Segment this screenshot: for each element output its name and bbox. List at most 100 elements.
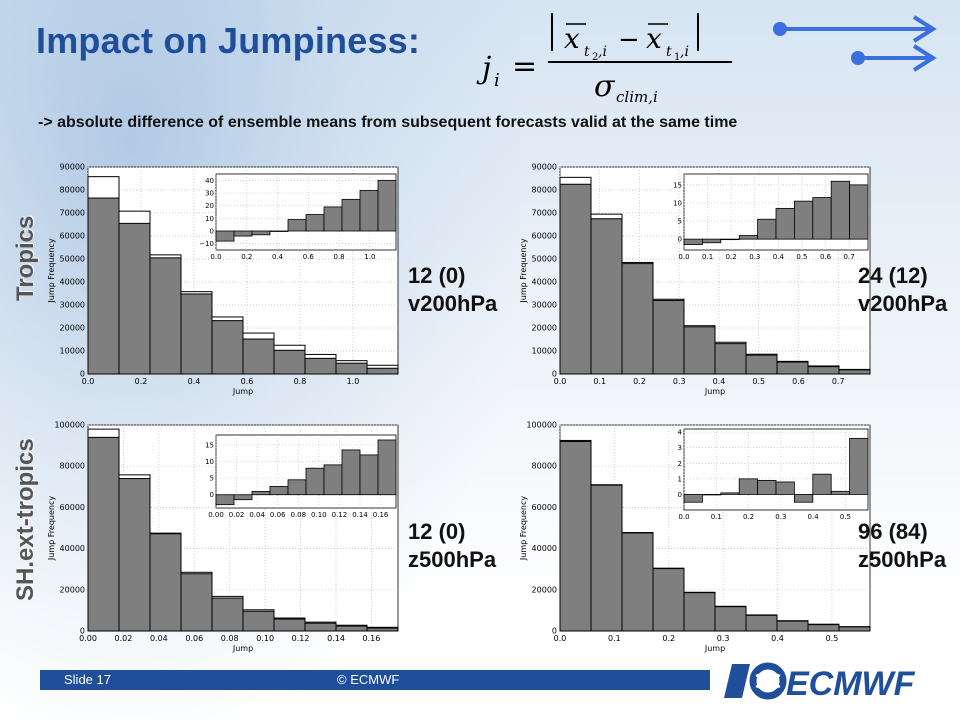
bar bbox=[838, 626, 871, 632]
y-tick-label: 10000 bbox=[60, 347, 85, 356]
annotation-count: 96 (84) bbox=[858, 519, 928, 544]
inset-bar bbox=[287, 219, 307, 232]
bar bbox=[180, 293, 213, 375]
inset-bar bbox=[775, 207, 795, 240]
inset-plot-area bbox=[683, 428, 869, 511]
chart-sh-z500-96: 0 20000 40000 60000 80000 100000 0.0 0.1 0.2 0.3 0… bbox=[512, 415, 882, 665]
copyright: © ECMWF bbox=[337, 672, 400, 687]
y-tick-label: 20000 bbox=[532, 585, 557, 594]
y-tick-label: 0 bbox=[80, 370, 85, 379]
y-tick-label: 40000 bbox=[60, 544, 85, 553]
jump-arrows-icon bbox=[773, 15, 937, 72]
bar bbox=[652, 568, 685, 632]
inset-x-tick-label: 0.5 bbox=[796, 253, 807, 261]
y-tick-label: 60000 bbox=[60, 232, 85, 241]
annotation-panel-1: 12 (0) v200hPa bbox=[408, 262, 497, 318]
inset-x-tick-label: 0.0 bbox=[678, 513, 689, 521]
inset-bar bbox=[812, 197, 832, 240]
svg-text:clim,i: clim,i bbox=[616, 88, 658, 106]
inset-bar bbox=[233, 494, 253, 501]
inset-bar bbox=[812, 473, 832, 495]
inset-x-tick-label: 0.04 bbox=[249, 511, 265, 519]
inset-x-tick-label: 0.2 bbox=[743, 513, 754, 521]
y-tick-label: 60000 bbox=[532, 503, 557, 512]
slide-subtitle: -> absolute difference of ensemble means… bbox=[38, 114, 738, 131]
inset-bar bbox=[830, 490, 851, 495]
inset-x-tick-label: 0.14 bbox=[352, 511, 368, 519]
inset-x-tick-label: 0.5 bbox=[840, 513, 851, 521]
inset-bar bbox=[287, 479, 307, 496]
inset-bar bbox=[269, 230, 289, 232]
x-tick-label: 0.1 bbox=[608, 634, 621, 643]
inset-x-tick-label: 0.0 bbox=[678, 253, 689, 261]
x-tick-label: 0.2 bbox=[633, 377, 646, 386]
y-axis-label: Jump Frequency bbox=[519, 238, 528, 303]
inset-x-tick-label: 0.1 bbox=[711, 513, 722, 521]
inset-x-tick-label: 0.00 bbox=[208, 511, 224, 519]
inset-bar bbox=[341, 198, 361, 232]
inset-x-tick-label: 0.2 bbox=[241, 253, 252, 261]
annotation-panel-2: 24 (12) v200hPa bbox=[858, 262, 947, 318]
y-tick-label: 20000 bbox=[60, 585, 85, 594]
y-tick-label: 60000 bbox=[60, 503, 85, 512]
x-tick-label: 0.02 bbox=[115, 634, 133, 643]
x-tick-label: 0.2 bbox=[662, 634, 675, 643]
y-axis-label: Jump Frequency bbox=[519, 496, 528, 561]
svg-text:−: − bbox=[618, 25, 640, 55]
y-tick-label: 100000 bbox=[54, 421, 85, 430]
chart-tropics-v200-24: 0 10000 20000 30000 40000 50000 60000 70000 8000… bbox=[512, 160, 882, 405]
bar bbox=[621, 263, 654, 375]
inset-x-tick-label: 0.1 bbox=[702, 253, 713, 261]
y-tick-label: 20000 bbox=[60, 324, 85, 333]
y-tick-label: 40000 bbox=[532, 544, 557, 553]
y-tick-label: 30000 bbox=[60, 301, 85, 310]
inset-y-tick-label: 1 bbox=[678, 475, 682, 483]
inset-y-tick-label: 0 bbox=[210, 491, 214, 499]
inset-bar bbox=[720, 238, 740, 241]
x-tick-label: 0.04 bbox=[150, 634, 168, 643]
bar bbox=[683, 326, 716, 375]
bar bbox=[652, 299, 685, 375]
footer-bar: Slide 17 © ECMWF bbox=[40, 670, 710, 690]
inset-x-tick-label: 0.4 bbox=[272, 253, 284, 261]
x-tick-label: 0.4 bbox=[771, 634, 784, 643]
inset-bar bbox=[683, 494, 703, 503]
y-tick-label: 80000 bbox=[532, 462, 557, 471]
inset-y-tick-label: 0 bbox=[678, 236, 682, 244]
x-tick-label: 0.8 bbox=[294, 377, 307, 386]
x-tick-label: 0.3 bbox=[673, 377, 686, 386]
slide-title: Impact on Jumpiness: bbox=[36, 20, 421, 61]
inset-bar bbox=[775, 481, 795, 495]
annotation-panel-3: 12 (0) z500hPa bbox=[408, 518, 496, 574]
inset-bar bbox=[323, 464, 343, 496]
ecmwf-logo: ECMWF bbox=[724, 662, 916, 702]
x-axis-label: Jump bbox=[704, 644, 725, 653]
x-tick-label: 0.5 bbox=[752, 377, 765, 386]
y-tick-label: 50000 bbox=[60, 255, 85, 264]
svg-text:σ: σ bbox=[594, 69, 616, 104]
x-axis-label: Jump bbox=[232, 387, 253, 396]
bar bbox=[683, 592, 716, 632]
bar bbox=[807, 624, 840, 632]
svg-text:j: j bbox=[476, 51, 491, 86]
inset-y-tick-label: 15 bbox=[673, 181, 682, 189]
inset-bar bbox=[251, 230, 271, 236]
x-tick-label: 0.10 bbox=[256, 634, 274, 643]
inset-bar bbox=[377, 179, 397, 232]
y-tick-label: 40000 bbox=[60, 278, 85, 287]
inset-bar bbox=[233, 230, 253, 237]
inset-bar bbox=[341, 449, 361, 496]
inset-x-tick-label: 0.8 bbox=[334, 253, 345, 261]
inset-y-tick-label: 5 bbox=[210, 475, 214, 483]
inset-y-tick-label: 3 bbox=[678, 444, 682, 452]
x-tick-label: 0.4 bbox=[188, 377, 201, 386]
y-tick-label: 70000 bbox=[60, 209, 85, 218]
inset-x-tick-label: 0.10 bbox=[311, 511, 327, 519]
chart-sh-z500-12: 0 20000 40000 60000 80000 100000 0.00 0.02 0.04 0… bbox=[40, 415, 410, 665]
x-tick-label: 1.0 bbox=[347, 377, 360, 386]
inset-x-tick-label: 0.02 bbox=[229, 511, 245, 519]
inset-x-tick-label: 0.2 bbox=[726, 253, 737, 261]
inset-bar bbox=[359, 190, 379, 232]
svg-text:1: 1 bbox=[674, 52, 680, 63]
y-tick-label: 0 bbox=[552, 370, 557, 379]
